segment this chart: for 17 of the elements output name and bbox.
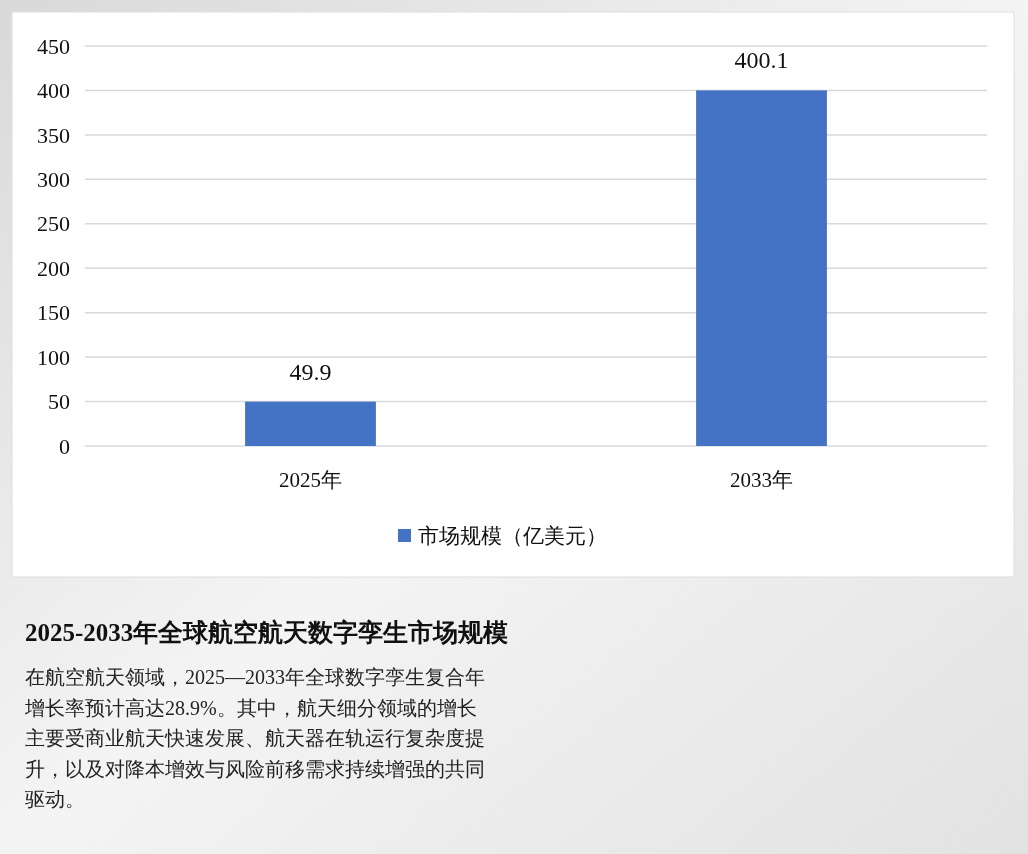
text: 2025-2033年全球航空航天数字孪生市场规模 [25, 618, 509, 646]
y-tick-label: 200 [37, 255, 70, 281]
y-tick-label: 50 [48, 389, 70, 415]
legend-label: 市场规模（亿美元） [418, 524, 607, 549]
y-tick-label: 350 [37, 122, 70, 148]
y-tick-label: 150 [37, 300, 70, 326]
x-tick-label: 2025年 [279, 468, 342, 493]
data-label: 49.9 [289, 358, 332, 385]
data-label: 400.1 [734, 47, 789, 74]
x-tick-label: 2033年 [730, 468, 793, 493]
y-tick-label: 0 [59, 433, 70, 459]
text: 在航空航天领域，2025—2033年全球数字孪生复合年增长率预计高达28.9%。其中，航天细分领域的增长主要受商业航天快速发展、航天器在轨运行复杂度提升，以及对降本增效与风险前移需求持续增强的共同驱动。 [24, 666, 485, 810]
y-tick-label: 100 [37, 344, 70, 370]
y-tick-label: 400 [37, 78, 70, 104]
y-tick-label: 450 [37, 33, 70, 59]
y-tick-label: 300 [37, 167, 70, 193]
y-tick-label: 250 [37, 211, 70, 237]
